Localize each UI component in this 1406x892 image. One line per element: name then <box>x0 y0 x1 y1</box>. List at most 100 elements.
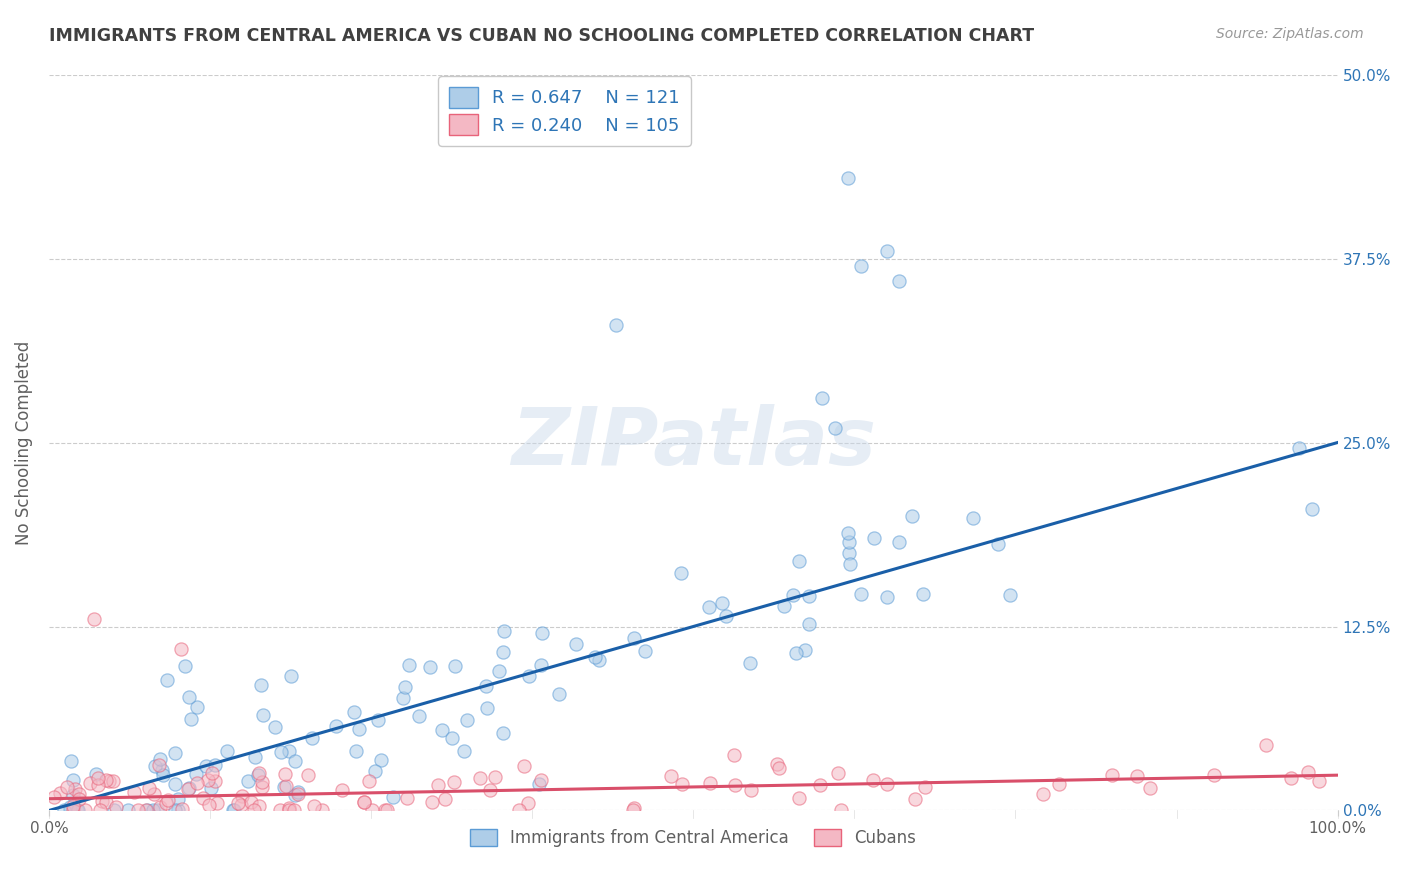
Point <box>89 804 111 818</box>
Point <box>699 776 721 790</box>
Point <box>998 588 1021 602</box>
Point <box>174 659 197 673</box>
Point <box>488 664 510 678</box>
Point <box>263 720 285 734</box>
Point <box>236 773 259 788</box>
Point <box>443 775 465 789</box>
Point <box>530 772 553 787</box>
Point <box>165 777 187 791</box>
Point <box>222 804 245 818</box>
Point <box>494 624 516 638</box>
Point <box>349 723 371 737</box>
Point <box>1296 765 1319 780</box>
Point <box>67 787 90 801</box>
Point <box>671 566 693 581</box>
Point <box>513 759 536 773</box>
Point <box>382 789 405 804</box>
Y-axis label: No Schooling Completed: No Schooling Completed <box>15 341 32 545</box>
Point <box>987 537 1010 551</box>
Point <box>179 781 201 796</box>
Point <box>146 804 169 818</box>
Point <box>420 795 443 809</box>
Point <box>714 608 737 623</box>
Point <box>475 679 498 693</box>
Point <box>837 170 859 185</box>
Point <box>148 757 170 772</box>
Point <box>517 796 540 810</box>
Point <box>862 532 884 546</box>
Point <box>432 723 454 737</box>
Point <box>278 801 301 815</box>
Point <box>143 758 166 772</box>
Point <box>250 774 273 789</box>
Point <box>374 804 396 818</box>
Point <box>782 589 804 603</box>
Point <box>163 746 186 760</box>
Point <box>1288 442 1310 456</box>
Point <box>876 777 898 791</box>
Point <box>443 659 465 673</box>
Point <box>392 691 415 706</box>
Point <box>155 796 177 810</box>
Point <box>170 802 193 816</box>
Point <box>278 804 301 818</box>
Point <box>157 793 180 807</box>
Point <box>710 596 733 610</box>
Point <box>623 800 645 814</box>
Point <box>287 787 309 801</box>
Point <box>180 712 202 726</box>
Point <box>86 772 108 786</box>
Point <box>357 773 380 788</box>
Point <box>325 719 347 733</box>
Point <box>135 804 157 818</box>
Point <box>301 731 323 745</box>
Point <box>186 776 208 790</box>
Point <box>492 726 515 740</box>
Point <box>723 748 745 763</box>
Point <box>231 789 253 803</box>
Point <box>179 690 201 705</box>
Point <box>304 799 326 814</box>
Point <box>623 631 645 645</box>
Point <box>283 804 305 818</box>
Point <box>479 783 502 797</box>
Point <box>97 774 120 789</box>
Point <box>962 510 984 524</box>
Point <box>42 790 65 805</box>
Point <box>827 765 849 780</box>
Point <box>1047 777 1070 791</box>
Point <box>91 794 114 808</box>
Point <box>901 508 924 523</box>
Point <box>768 761 790 775</box>
Point <box>889 535 911 549</box>
Point <box>101 773 124 788</box>
Point <box>849 587 872 601</box>
Point <box>79 776 101 790</box>
Point <box>117 804 139 818</box>
Point <box>143 787 166 801</box>
Point <box>697 600 720 615</box>
Point <box>249 677 271 691</box>
Point <box>529 777 551 791</box>
Point <box>83 612 105 626</box>
Point <box>284 754 307 768</box>
Point <box>55 780 77 794</box>
Point <box>876 244 898 259</box>
Point <box>287 785 309 799</box>
Point <box>434 792 457 806</box>
Point <box>231 797 253 812</box>
Point <box>127 804 149 818</box>
Point <box>583 649 606 664</box>
Point <box>492 645 515 659</box>
Point <box>353 795 375 809</box>
Point <box>186 700 208 714</box>
Point <box>200 780 222 795</box>
Point <box>904 791 927 805</box>
Point <box>278 744 301 758</box>
Point <box>787 554 810 568</box>
Point <box>787 791 810 805</box>
Legend: Immigrants from Central America, Cubans: Immigrants from Central America, Cubans <box>464 822 922 854</box>
Point <box>204 774 226 789</box>
Point <box>1101 768 1123 782</box>
Point <box>837 526 859 541</box>
